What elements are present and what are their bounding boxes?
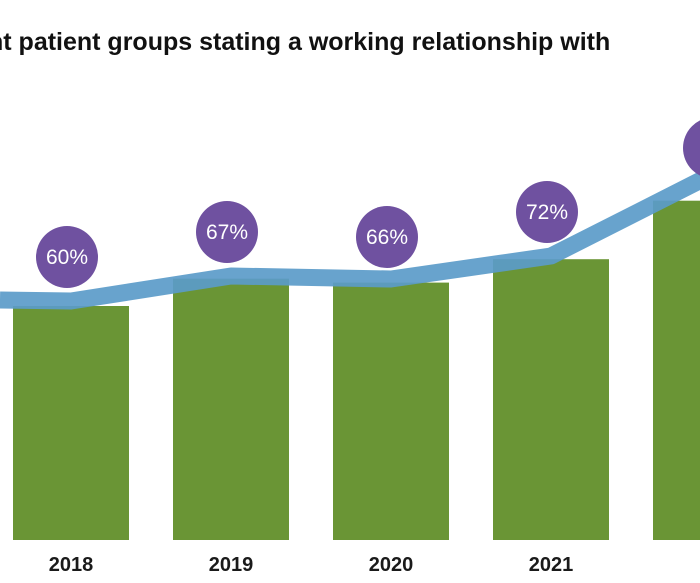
value-bubble-2018	[36, 226, 98, 288]
x-tick-label-2019: 2019	[209, 554, 254, 576]
bar-20	[653, 200, 700, 540]
bar-2019	[173, 278, 289, 540]
chart-title: nt patient groups stating a working rela…	[0, 28, 611, 56]
value-bubble-2019	[196, 201, 258, 263]
value-label-2018: 60%	[46, 246, 88, 269]
value-label-2021: 72%	[526, 201, 568, 224]
value-bubble-2020	[356, 206, 418, 268]
trend-line	[0, 171, 700, 310]
value-bubble-2021	[516, 181, 578, 243]
bar-2020	[333, 282, 449, 540]
x-tick-label-2018: 2018	[49, 554, 94, 576]
bar-2021	[493, 259, 609, 540]
bar-2018	[13, 306, 129, 540]
x-tick-label-2021: 2021	[529, 554, 574, 576]
value-label-2019: 67%	[206, 221, 248, 244]
value-label-2020: 66%	[366, 226, 408, 249]
value-bubble-20	[683, 120, 700, 176]
x-tick-label-2020: 2020	[369, 554, 414, 576]
